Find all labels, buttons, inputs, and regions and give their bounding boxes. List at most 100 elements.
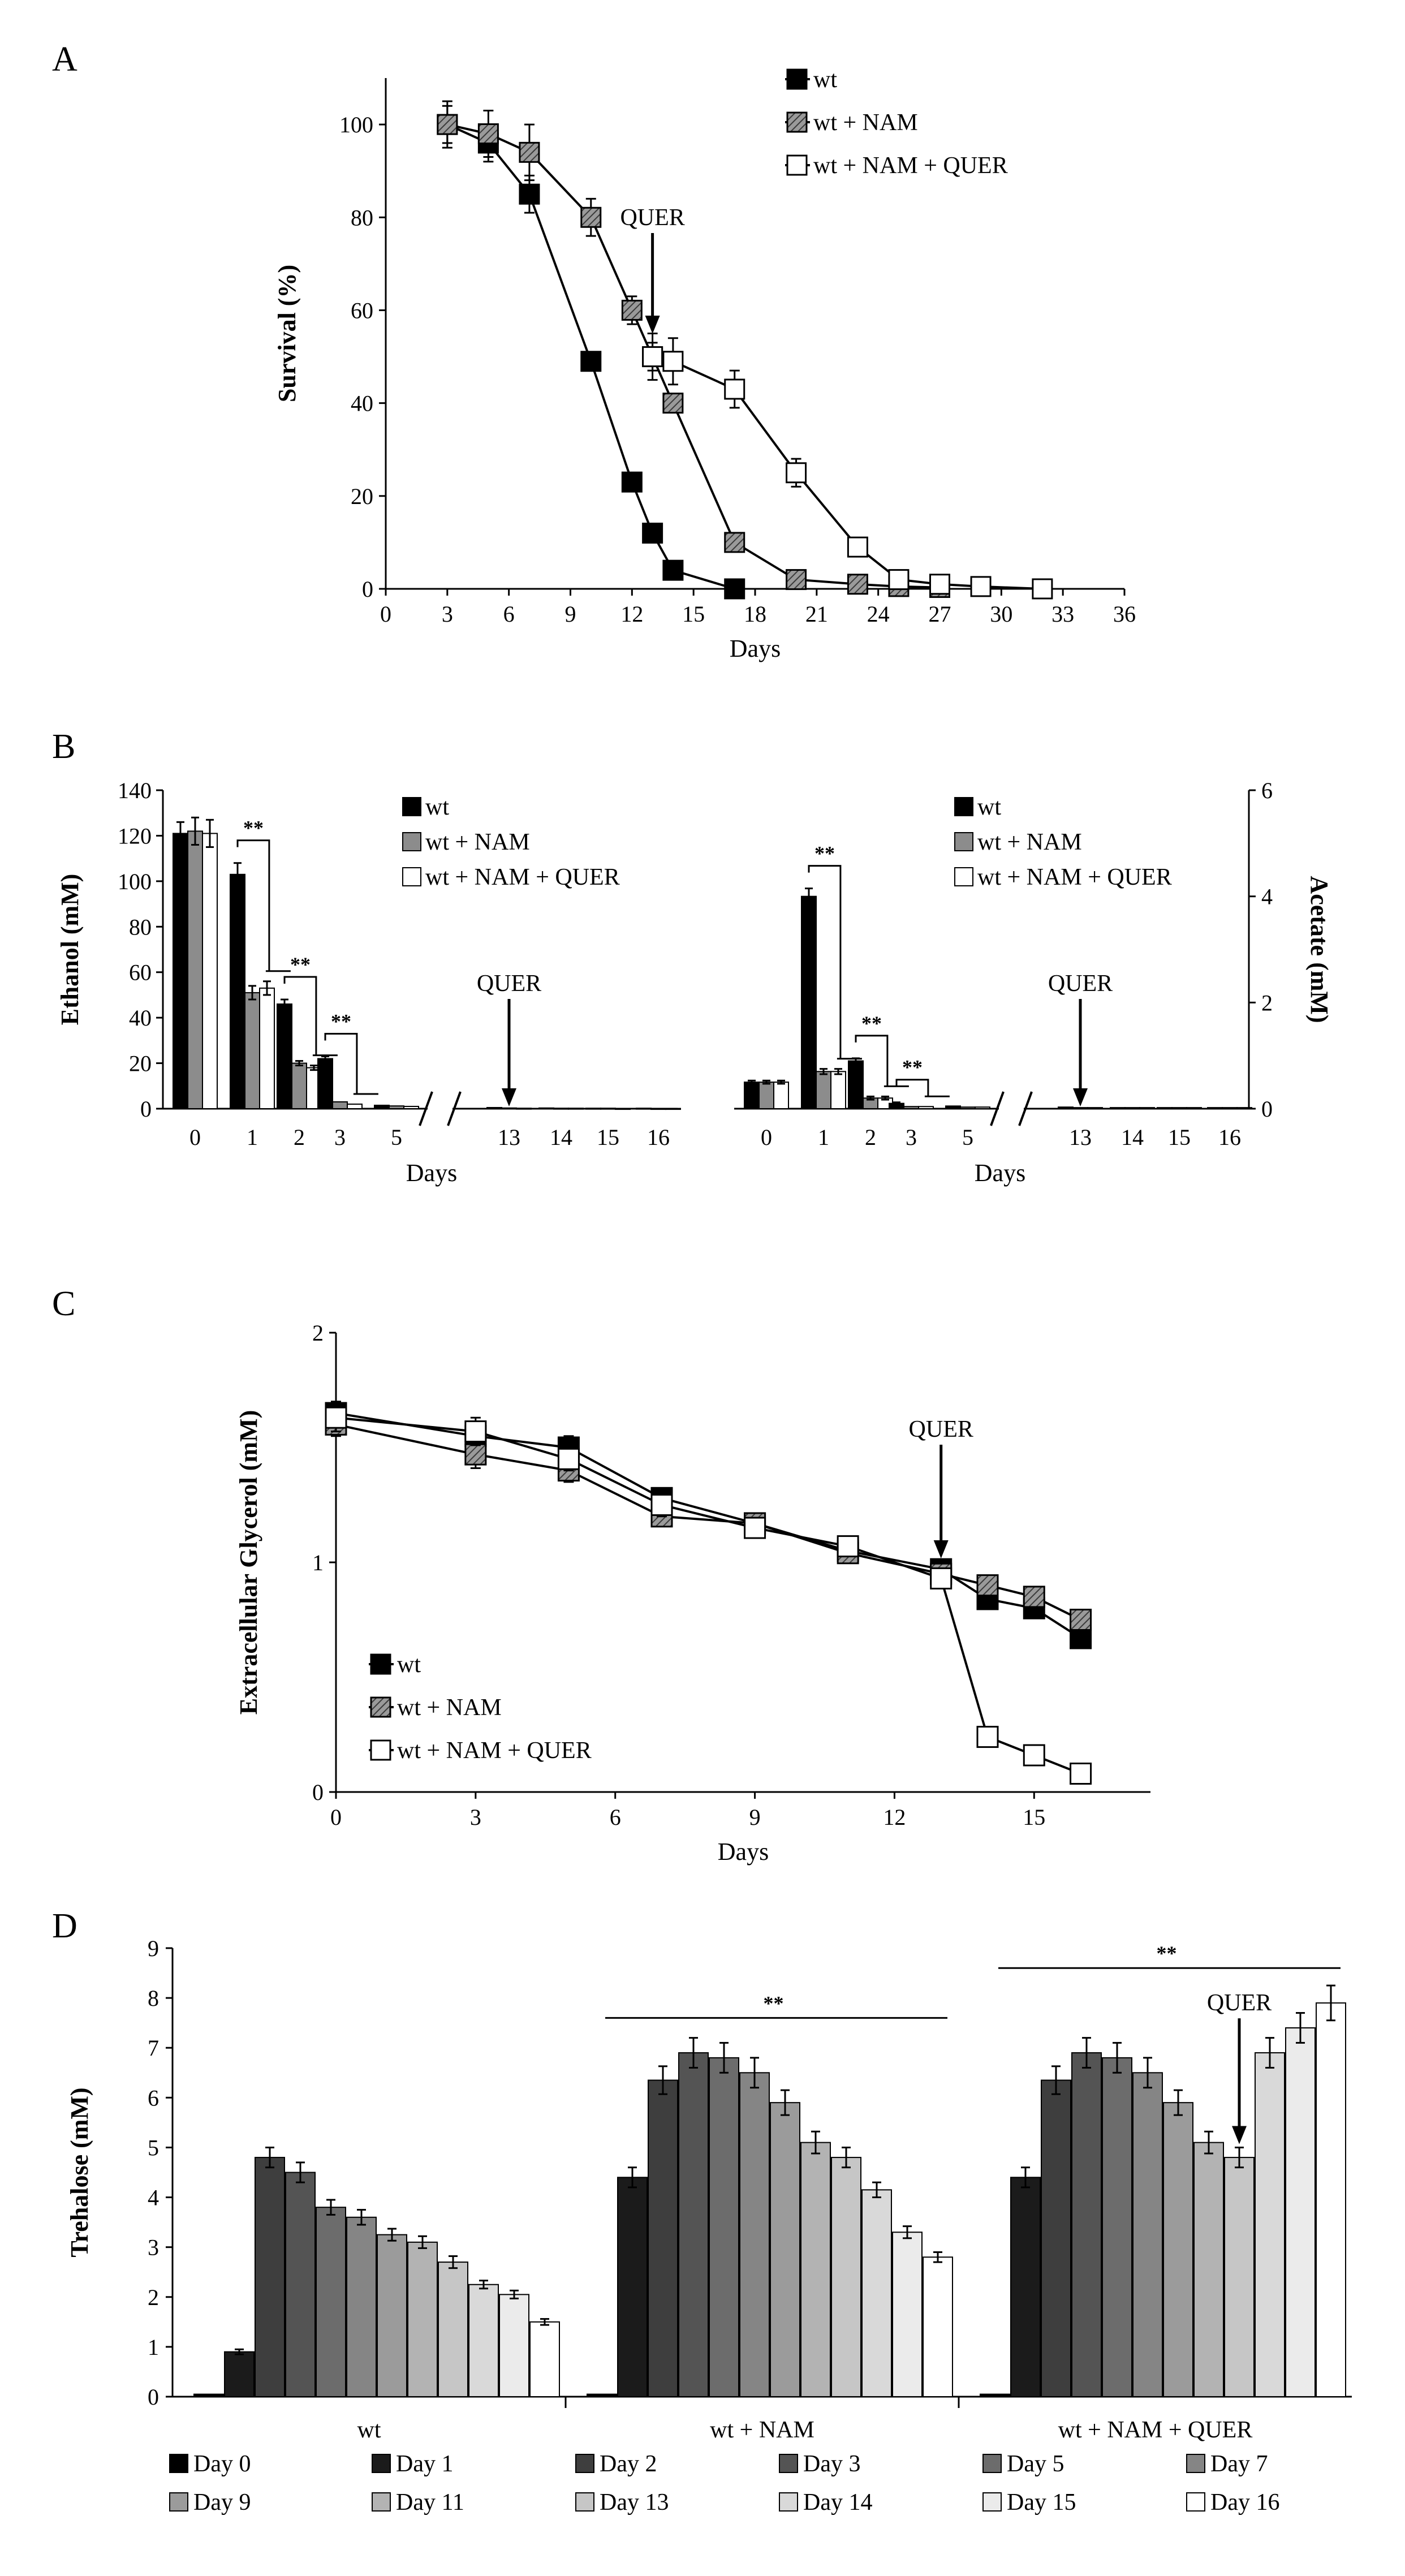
data-point-0 [580,351,602,372]
x-tick-label: 12 [883,1804,906,1830]
legend-label: Day 15 [1007,2489,1076,2515]
y-tick-label: 2 [1261,990,1273,1015]
data-point-1 [464,1443,487,1466]
y-tick-label: 20 [129,1051,152,1076]
bar-0 [744,1082,760,1110]
x-tick-label: 1 [247,1125,258,1150]
data-point-2 [724,378,745,400]
bar-0 [801,895,817,1109]
y-tick-label: 5 [148,2135,159,2160]
bar-1 [960,1106,976,1110]
x-tick-label: 21 [805,601,828,627]
x-tick-label: 14 [550,1125,572,1150]
legend-swatch [372,2454,391,2473]
panel-label-c: C [52,1285,75,1323]
bar-day-3 [678,2052,709,2398]
legend-label: wt + NAM + QUER [397,1738,592,1764]
bar-0 [374,1104,390,1110]
x-tick-label: 5 [391,1125,402,1150]
x-tick-label: 3 [470,1804,481,1830]
data-point-0 [1070,1627,1092,1649]
legend-label: wt + NAM [813,110,918,136]
group-label: wt + NAM + QUER [1058,2417,1253,2443]
y-tick-label: 3 [148,2235,159,2260]
y-tick-label: 0 [312,1780,324,1805]
legend-swatch [1186,2454,1205,2473]
significance-marker: ** [814,842,835,865]
bar-2 [830,1071,846,1109]
bar-day-2 [255,2157,285,2397]
data-point-2 [930,1567,953,1589]
data-point-2 [464,1420,487,1443]
data-point-1 [847,574,868,595]
bar-day-10 [499,2294,529,2398]
bar-day-4 [709,2057,739,2398]
axis-break [419,1091,433,1126]
data-point-1 [786,569,807,591]
axis-break [990,1091,1005,1126]
bar-0 [277,1003,292,1109]
bar-2 [975,1106,990,1110]
data-point-2 [786,462,807,484]
y-axis-label: Extracellular Glycerol (mM) [235,1410,262,1715]
x-tick-label: 0 [330,1804,342,1830]
bar-day-4 [316,2207,346,2397]
legend-label: Day 2 [600,2451,657,2477]
bar-2 [665,1108,681,1110]
data-point-0 [642,522,663,544]
bar-day-6 [377,2234,407,2398]
x-tick-label: 13 [498,1125,520,1150]
series-line-2 [335,1416,1081,1775]
data-point-1 [621,299,643,321]
bar-2 [1186,1107,1202,1109]
bar-2 [202,833,218,1109]
bar-day-8 [1224,2157,1255,2397]
bar-2 [773,1082,789,1110]
bar-day-5 [1132,2072,1163,2398]
data-point-2 [557,1448,580,1470]
bar-0 [230,873,245,1109]
bar-day-11 [529,2321,560,2398]
quer-annotation: QUER [620,205,684,231]
axis-break [447,1091,462,1126]
data-point-1 [580,206,602,228]
x-tick-label: 0 [189,1125,201,1150]
significance-bracket [855,1035,889,1087]
data-point-2 [1032,578,1053,600]
data-point-2 [888,569,910,591]
bar-day-6 [770,2102,800,2398]
x-tick-label: 16 [647,1125,670,1150]
y-tick-label: 7 [148,2035,159,2061]
data-point-2 [1023,1744,1045,1767]
data-point-2 [970,576,992,597]
legend-marker [370,1739,391,1761]
legend-marker [370,1696,391,1718]
legend-swatch [954,867,973,886]
bar-0 [585,1108,601,1110]
y-tick-label: 6 [148,2085,159,2110]
bar-day-7 [407,2241,438,2397]
significance-bracket [808,865,842,1059]
quer-arrow-head [1232,2126,1247,2144]
bar-day-0 [193,2393,224,2397]
data-point-2 [662,351,684,372]
legend-label: wt + NAM [425,829,530,855]
bar-1 [501,1107,517,1110]
bar-0 [538,1107,554,1110]
legend-marker [370,1653,391,1675]
x-tick-label: 15 [597,1125,619,1150]
bar-2 [1087,1107,1103,1109]
legend-marker [786,111,808,133]
y-axis-label: Acetate (mM) [1305,876,1333,1023]
x-tick-label: 27 [929,601,951,627]
panel-label-a: A [52,40,77,79]
bar-0 [1157,1107,1173,1109]
x-tick-label: 15 [1168,1125,1191,1150]
legend-swatch [982,2454,1002,2473]
group-label: wt + NAM [710,2417,814,2443]
quer-arrow-head [645,316,660,334]
y-tick-label: 2 [148,2285,159,2310]
bar-day-11 [923,2256,953,2397]
bar-0 [1207,1107,1223,1109]
y-axis-label: Trehalose (mM) [66,2087,93,2257]
